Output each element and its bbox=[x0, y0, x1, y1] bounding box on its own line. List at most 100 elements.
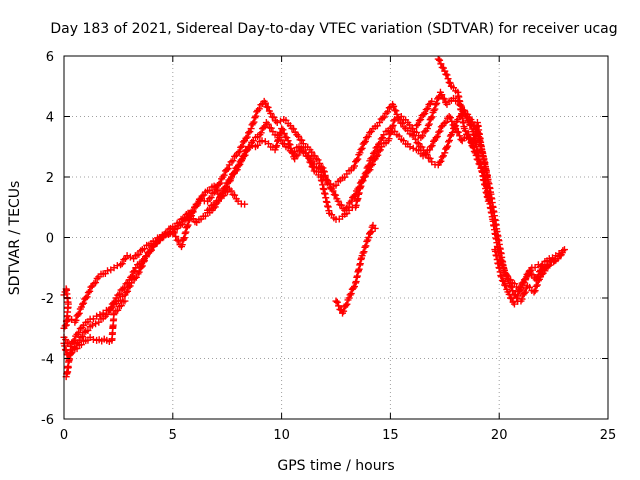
data-point bbox=[457, 135, 465, 143]
data-point bbox=[90, 280, 98, 288]
data-point bbox=[389, 121, 397, 129]
data-point bbox=[207, 194, 215, 202]
data-point bbox=[427, 143, 435, 151]
data-point bbox=[332, 181, 340, 189]
data-point bbox=[292, 152, 300, 160]
data-point bbox=[350, 192, 358, 200]
data-point bbox=[497, 256, 505, 264]
data-point bbox=[184, 221, 192, 229]
data-point bbox=[62, 336, 70, 344]
data-point bbox=[521, 288, 529, 296]
data-point bbox=[446, 114, 454, 122]
grid-lines bbox=[64, 56, 608, 419]
data-point bbox=[417, 116, 425, 124]
data-point bbox=[333, 298, 341, 306]
data-point bbox=[241, 200, 249, 208]
data-point bbox=[273, 119, 281, 127]
data-point bbox=[267, 124, 275, 132]
data-point bbox=[285, 140, 293, 148]
data-point bbox=[278, 125, 286, 133]
data-point bbox=[220, 192, 228, 200]
data-point bbox=[279, 126, 287, 134]
data-point bbox=[432, 134, 440, 142]
data-point bbox=[392, 107, 400, 115]
data-point bbox=[237, 143, 245, 151]
data-point bbox=[247, 125, 255, 133]
data-point bbox=[185, 217, 193, 225]
data-point bbox=[440, 119, 448, 127]
data-point bbox=[125, 283, 133, 291]
data-point bbox=[120, 284, 128, 292]
data-point bbox=[78, 300, 86, 308]
data-point bbox=[541, 267, 549, 275]
data-point bbox=[559, 247, 567, 255]
data-point bbox=[131, 274, 139, 282]
data-point bbox=[477, 163, 485, 171]
data-point bbox=[316, 165, 324, 173]
data-point bbox=[274, 137, 282, 145]
x-tick-label: 25 bbox=[600, 428, 617, 443]
data-point bbox=[443, 144, 451, 152]
data-point bbox=[347, 290, 355, 298]
data-point bbox=[376, 119, 384, 127]
y-tick-label: -2 bbox=[41, 292, 54, 307]
data-point bbox=[103, 310, 111, 318]
data-point bbox=[524, 272, 532, 280]
data-point bbox=[369, 160, 377, 168]
data-point bbox=[346, 291, 354, 299]
data-point bbox=[195, 197, 203, 205]
data-point bbox=[210, 182, 218, 190]
data-point bbox=[72, 340, 80, 348]
y-tick-label: -4 bbox=[41, 353, 54, 368]
data-point bbox=[129, 268, 137, 276]
data-point bbox=[508, 295, 516, 303]
data-point bbox=[186, 212, 194, 220]
data-point bbox=[413, 139, 421, 147]
data-point bbox=[80, 299, 88, 307]
data-point bbox=[114, 306, 122, 314]
data-point bbox=[227, 187, 235, 195]
data-point bbox=[235, 162, 243, 170]
data-point bbox=[500, 277, 508, 285]
data-point bbox=[287, 144, 295, 152]
data-point bbox=[93, 274, 101, 282]
data-point bbox=[505, 290, 513, 298]
data-point bbox=[418, 143, 426, 151]
data-point bbox=[182, 228, 190, 236]
data-point bbox=[105, 306, 113, 314]
data-point bbox=[390, 102, 398, 110]
data-point bbox=[294, 132, 302, 140]
series-3 bbox=[60, 55, 492, 381]
data-point bbox=[124, 287, 132, 295]
data-point bbox=[325, 180, 333, 188]
data-point bbox=[433, 99, 441, 107]
data-point bbox=[375, 147, 383, 155]
data-point bbox=[421, 150, 429, 158]
x-tick-label: 20 bbox=[491, 428, 508, 443]
data-point bbox=[254, 141, 262, 149]
data-point bbox=[456, 132, 464, 140]
data-point bbox=[425, 120, 433, 128]
y-tick-label: 6 bbox=[46, 50, 54, 65]
data-point bbox=[415, 117, 423, 125]
data-point bbox=[249, 119, 257, 127]
data-point bbox=[332, 191, 340, 199]
data-point bbox=[366, 229, 374, 237]
data-point bbox=[444, 75, 452, 83]
data-point bbox=[135, 250, 143, 258]
data-point bbox=[146, 247, 154, 255]
data-point bbox=[223, 166, 231, 174]
data-point bbox=[242, 134, 250, 142]
data-point bbox=[354, 155, 362, 163]
data-point bbox=[61, 346, 69, 354]
data-point bbox=[267, 109, 275, 117]
data-point bbox=[362, 134, 370, 142]
data-point bbox=[437, 60, 445, 68]
data-point bbox=[290, 125, 298, 133]
data-point bbox=[360, 173, 368, 181]
data-point bbox=[153, 239, 161, 247]
data-point bbox=[419, 111, 427, 119]
data-point bbox=[394, 113, 402, 121]
data-point bbox=[420, 128, 428, 136]
data-point bbox=[437, 157, 445, 165]
